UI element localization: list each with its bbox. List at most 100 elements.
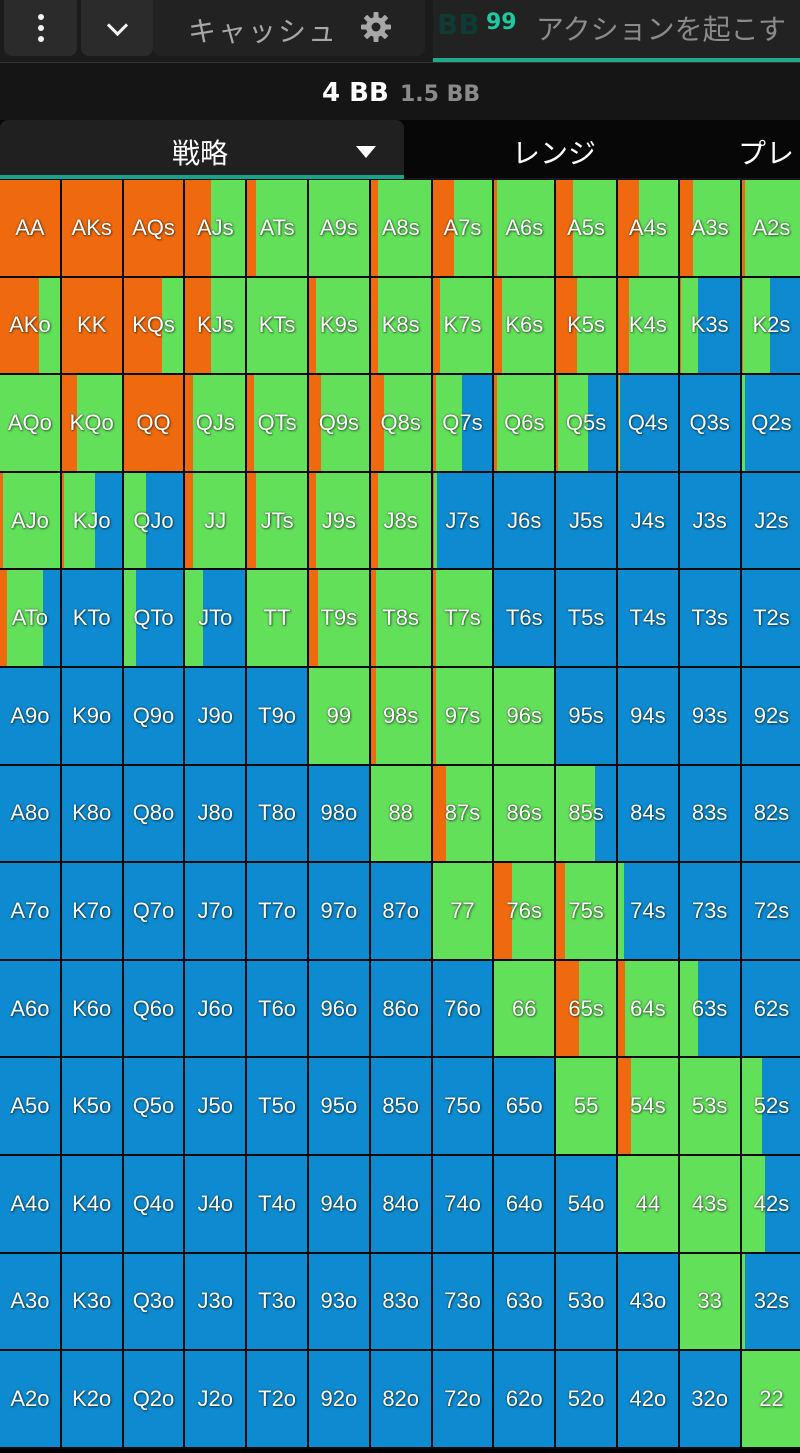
hand-cell[interactable]: A2o — [0, 1351, 62, 1449]
hand-cell[interactable]: 82s — [741, 765, 800, 864]
tab-strategy[interactable]: 戦略 — [0, 120, 404, 178]
hand-cell[interactable]: AKo — [0, 277, 62, 376]
caret-down-icon[interactable] — [356, 146, 376, 158]
hand-cell[interactable]: 53s — [679, 1058, 742, 1156]
hand-cell[interactable]: A7o — [0, 863, 62, 961]
hand-cell[interactable]: 54o — [556, 1155, 618, 1254]
hand-cell[interactable]: J8o — [185, 765, 248, 864]
hand-cell[interactable]: AJo — [0, 472, 62, 571]
hand-cell[interactable]: 65s — [556, 960, 618, 1059]
hand-cell[interactable]: KQo — [61, 375, 124, 473]
hand-cell[interactable]: T9s — [308, 570, 371, 668]
hand-cell[interactable]: 32o — [679, 1351, 742, 1449]
hand-cell[interactable]: AA — [0, 180, 62, 278]
hand-cell[interactable]: 64o — [494, 1155, 557, 1254]
hand-cell[interactable]: Q4o — [123, 1155, 186, 1254]
hand-cell[interactable]: A9s — [308, 180, 371, 278]
hand-cell[interactable]: 92o — [308, 1351, 371, 1449]
hand-cell[interactable]: K7o — [61, 863, 124, 961]
hand-cell[interactable]: 92s — [741, 667, 800, 766]
hand-cell[interactable]: 64s — [617, 960, 680, 1059]
hand-cell[interactable]: A8s — [370, 180, 433, 278]
hand-cell[interactable]: K6o — [61, 960, 124, 1059]
hand-cell[interactable]: QJs — [185, 375, 248, 473]
hand-cell[interactable]: K2s — [741, 277, 800, 376]
hand-cell[interactable]: 42s — [741, 1155, 800, 1254]
hand-cell[interactable]: 43s — [679, 1155, 742, 1254]
hand-cell[interactable]: Q7s — [432, 375, 495, 473]
hand-cell[interactable]: 88 — [370, 765, 433, 864]
hand-cell[interactable]: 98s — [370, 667, 433, 766]
hand-cell[interactable]: A2s — [741, 180, 800, 278]
hand-cell[interactable]: 83o — [370, 1253, 433, 1352]
hand-cell[interactable]: K3s — [679, 277, 742, 376]
gear-icon[interactable] — [358, 9, 394, 45]
hand-cell[interactable]: QTo — [123, 570, 186, 668]
hand-cell[interactable]: 85o — [370, 1058, 433, 1156]
hand-cell[interactable]: 32s — [741, 1253, 800, 1352]
hand-cell[interactable]: Q2s — [741, 375, 800, 473]
hand-cell[interactable]: K8s — [370, 277, 433, 376]
hand-cell[interactable]: 42o — [617, 1351, 680, 1449]
hand-cell[interactable]: Q4s — [617, 375, 680, 473]
hand-cell[interactable]: 86s — [494, 765, 557, 864]
hand-cell[interactable]: K4o — [61, 1155, 124, 1254]
hand-cell[interactable]: K9s — [308, 277, 371, 376]
hand-cell[interactable]: 94s — [617, 667, 680, 766]
hand-cell[interactable]: T5s — [556, 570, 618, 668]
hand-cell[interactable]: J9s — [308, 472, 371, 571]
hand-cell[interactable]: 86o — [370, 960, 433, 1059]
hand-cell[interactable]: A9o — [0, 667, 62, 766]
hand-cell[interactable]: 75s — [556, 863, 618, 961]
hand-cell[interactable]: Q8s — [370, 375, 433, 473]
action-hint[interactable]: BB 99 アクションを起こす — [433, 0, 800, 62]
hand-cell[interactable]: K5o — [61, 1058, 124, 1156]
hand-cell[interactable]: 53o — [556, 1253, 618, 1352]
hand-cell[interactable]: QQ — [123, 375, 186, 473]
hand-cell[interactable]: Q3o — [123, 1253, 186, 1352]
hand-cell[interactable]: Q9o — [123, 667, 186, 766]
hand-cell[interactable]: 74o — [432, 1155, 495, 1254]
hand-cell[interactable]: QJo — [123, 472, 186, 571]
hand-cell[interactable]: QTs — [247, 375, 309, 473]
hand-cell[interactable]: 62o — [494, 1351, 557, 1449]
hand-cell[interactable]: T9o — [247, 667, 309, 766]
hand-cell[interactable]: A6o — [0, 960, 62, 1059]
hand-cell[interactable]: JTo — [185, 570, 248, 668]
tab-play[interactable]: プレ — [704, 120, 800, 178]
hand-cell[interactable]: J3s — [679, 472, 742, 571]
hand-cell[interactable]: 73o — [432, 1253, 495, 1352]
collapse-button[interactable] — [81, 0, 153, 56]
hand-cell[interactable]: TT — [247, 570, 309, 668]
hand-cell[interactable]: AQs — [123, 180, 186, 278]
hand-cell[interactable]: 93s — [679, 667, 742, 766]
hand-cell[interactable]: 73s — [679, 863, 742, 961]
hand-cell[interactable]: 82o — [370, 1351, 433, 1449]
hand-cell[interactable]: A5s — [556, 180, 618, 278]
hand-cell[interactable]: 97s — [432, 667, 495, 766]
hand-cell[interactable]: 98o — [308, 765, 371, 864]
hand-cell[interactable]: 43o — [617, 1253, 680, 1352]
hand-cell[interactable]: J7s — [432, 472, 495, 571]
hand-cell[interactable]: ATo — [0, 570, 62, 668]
hand-cell[interactable]: 87s — [432, 765, 495, 864]
hand-cell[interactable]: 65o — [494, 1058, 557, 1156]
game-type-selector[interactable]: キャッシュ — [153, 0, 425, 56]
hand-cell[interactable]: K4s — [617, 277, 680, 376]
hand-cell[interactable]: K2o — [61, 1351, 124, 1449]
hand-cell[interactable]: K9o — [61, 667, 124, 766]
hand-cell[interactable]: AQo — [0, 375, 62, 473]
hand-cell[interactable]: Q3s — [679, 375, 742, 473]
hand-cell[interactable]: KTs — [247, 277, 309, 376]
hand-cell[interactable]: K5s — [556, 277, 618, 376]
hand-cell[interactable]: 55 — [556, 1058, 618, 1156]
hand-cell[interactable]: J9o — [185, 667, 248, 766]
hand-cell[interactable]: 63s — [679, 960, 742, 1059]
hand-cell[interactable]: A3o — [0, 1253, 62, 1352]
hand-cell[interactable]: 96s — [494, 667, 557, 766]
hand-cell[interactable]: T3o — [247, 1253, 309, 1352]
hand-cell[interactable]: KJs — [185, 277, 248, 376]
hand-cell[interactable]: J5s — [556, 472, 618, 571]
hand-cell[interactable]: JTs — [247, 472, 309, 571]
hand-cell[interactable]: 85s — [556, 765, 618, 864]
